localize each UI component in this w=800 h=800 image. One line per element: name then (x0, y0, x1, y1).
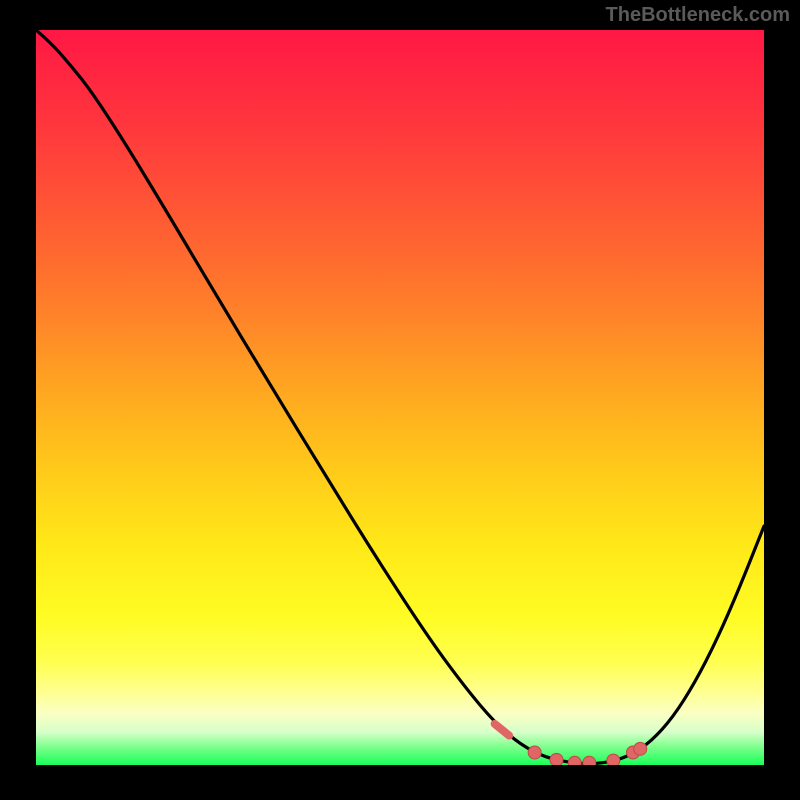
chart-container: TheBottleneck.com (0, 0, 800, 800)
gradient-background (36, 30, 764, 765)
watermark-text: TheBottleneck.com (606, 4, 790, 27)
plot-area (36, 30, 764, 765)
